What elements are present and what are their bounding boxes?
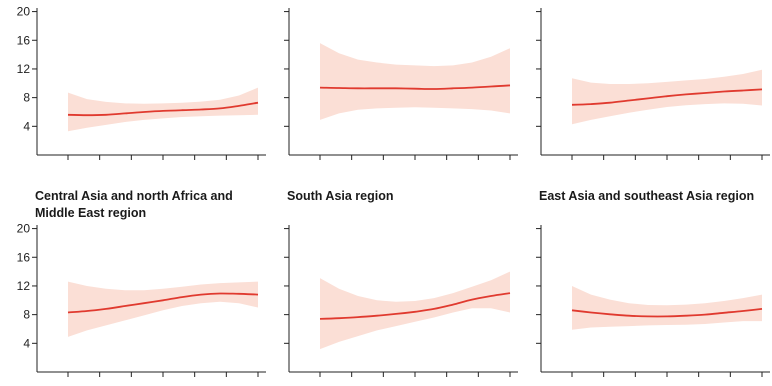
panel-title-line: East Asia and southeast Asia region <box>539 189 754 203</box>
trend-line <box>67 101 259 117</box>
trend-line <box>319 84 511 90</box>
panel-4: Central Asia and north Africa and Middle … <box>17 189 266 377</box>
y-tick-label: 20 <box>17 222 31 236</box>
y-tick-label: 4 <box>23 336 30 350</box>
trend-line <box>571 308 763 318</box>
y-tick-label: 20 <box>17 5 31 19</box>
panel-title-line: Central Asia and north Africa and <box>35 189 233 203</box>
y-tick-label: 12 <box>17 62 31 76</box>
y-tick-label: 16 <box>17 33 31 47</box>
panel-5: South Asia region <box>284 189 518 377</box>
confidence-band <box>68 87 258 132</box>
panel-2 <box>284 8 518 160</box>
y-tick-label: 8 <box>23 308 30 322</box>
y-tick-label: 12 <box>17 279 31 293</box>
trend-line <box>67 292 259 314</box>
confidence-band <box>320 43 510 120</box>
confidence-band <box>68 281 258 337</box>
panel-6: East Asia and southeast Asia region <box>536 189 770 377</box>
trend-line <box>571 88 763 106</box>
confidence-band <box>320 271 510 350</box>
confidence-band <box>572 286 762 330</box>
panel-title-line: Middle East region <box>35 206 146 220</box>
panel-3 <box>536 8 770 160</box>
y-tick-label: 4 <box>23 119 30 133</box>
y-tick-label: 8 <box>23 91 30 105</box>
y-tick-label: 16 <box>17 250 31 264</box>
trend-line <box>319 292 511 320</box>
panel-title-line: South Asia region <box>287 189 394 203</box>
panel-1: 4 8 12 16 20 <box>17 5 266 160</box>
